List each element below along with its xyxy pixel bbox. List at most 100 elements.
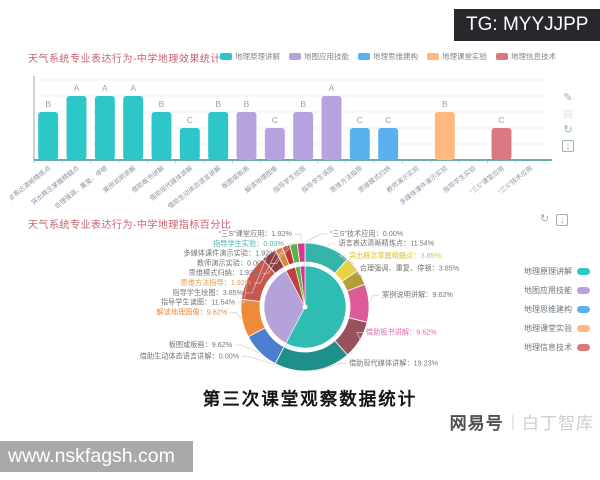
pie-slice-label: 语言表达清晰精炼点：11.54% [338,239,434,248]
tg-watermark: TG: MYYJJPP [454,9,600,41]
bar[interactable] [208,112,229,160]
bar-grade-label: B [244,99,250,109]
bar-grade-label: C [498,115,504,125]
bar[interactable] [179,128,200,160]
pie-slice-label: 借助现代媒体讲解：19.23% [349,358,439,367]
bar-grade-label: B [442,99,448,109]
refresh-icon[interactable]: ↻ [563,124,573,136]
pie-inner-slice[interactable] [299,265,306,308]
legend-item[interactable]: 地理思维建构 [470,300,590,319]
legend-chip [289,53,301,60]
bar[interactable] [236,112,257,160]
legend-chip [496,53,508,60]
bar-grade-label: B [215,99,221,109]
bar[interactable] [264,128,285,160]
bar-grade-label: A [130,83,136,93]
pie-chart-legend: 地理原理讲解 地图应用技能地理思维建构 地理课堂实验地理信息技术 [470,262,590,357]
pie-inner-slice[interactable] [285,265,347,349]
pie-slice-label: 突出概念掌握精髓点：3.85% [349,251,442,260]
brand-divider: | [510,411,515,431]
bar-grade-label: B [300,99,306,109]
legend-item[interactable]: 地理信息技术 [470,338,590,357]
pie-slice[interactable] [296,242,306,263]
legend-item[interactable]: 地图应用技能 [470,281,590,300]
brand-watermark: 网易号 | 白丁智库 [450,409,594,434]
pie-slice-label: 指导学生绘图：3.85% [172,288,243,297]
legend-chip [577,287,590,294]
bar-x-label: 借助生动体态语言讲解 [166,163,223,210]
pie-slice-label: 思维模式归纳：1.92% [189,268,260,277]
legend-chip [220,53,232,60]
bar[interactable] [349,128,370,160]
bar[interactable] [151,112,172,160]
bar-x-label: 多媒体课件演示实验 [397,163,449,206]
edit-icon[interactable]: ✎ [563,92,573,104]
bar-chart-toolbox: ✎ ▤ ↻ ↓ [562,92,574,152]
data-view-icon[interactable]: ▤ [562,108,574,120]
legend-chip [577,306,590,313]
pie-slice-label: 借助生动体态语言讲解：0.00% [140,351,240,360]
bar-grade-label: B [159,99,165,109]
legend-item[interactable]: 地理课堂实验 [470,319,590,338]
pie-slice-label: 合理强调、重复、停顿：3.85% [360,264,460,273]
bar[interactable] [66,96,87,160]
pie-inner-slice[interactable] [263,270,306,344]
refresh-icon[interactable]: ↻ [540,213,550,225]
bar[interactable] [293,112,314,160]
legend-label: 地理思维建构 [373,52,418,61]
pie-chart-canvas[interactable]: “三S”技术应用：0.00%语言表达清晰精炼点：11.54% 突出概念掌握精髓点：… [10,228,558,412]
bar-grade-label: B [45,99,51,109]
legend-item[interactable]: 地理课堂实验 [427,51,487,62]
bar[interactable] [38,112,59,160]
bar[interactable] [434,112,455,160]
save-image-icon[interactable]: ↓ [556,213,569,226]
bar[interactable] [378,128,399,160]
bar-chart-legend: 地理原理讲解 地图应用技能 地理思维建构 地理课堂实验 地理信息技术 [220,51,556,62]
bar-grade-label: C [272,115,278,125]
legend-label: 地图应用技能 [524,286,572,295]
bar-chart-canvas[interactable]: B语言表达清晰精炼点A突出概念掌握精髓点A合理强调、重复、停顿A案例说明讲解B借… [10,68,558,218]
legend-label: 地理原理讲解 [524,267,572,276]
save-image-icon[interactable]: ↓ [562,140,574,152]
legend-label: 地理信息技术 [524,343,572,352]
pie-chart-title: 天气系统专业表达行为-中学地理指标百分比 [28,220,232,231]
legend-label: 地理信息技术 [511,52,556,61]
bar[interactable] [321,96,342,160]
bar-grade-label: A [329,83,335,93]
bar-grade-label: C [187,115,193,125]
legend-item[interactable]: 地理原理讲解 [220,51,280,62]
bar-grade-label: C [385,115,391,125]
pie-slice-label: “三S”课堂应用：1.92% [219,229,293,238]
legend-label: 地理课堂实验 [442,52,487,61]
bar[interactable] [123,96,144,160]
pie-slice-label: 案例说明讲解：9.62% [382,290,453,299]
legend-label: 地图应用技能 [304,52,349,61]
site-watermark: www.nskfagsh.com [0,441,193,472]
caption: 第三次课堂观察数据统计 [202,389,418,409]
legend-item[interactable]: 地图应用技能 [289,51,349,62]
pie-slice-label: 多媒体课件演示实验：1.92% [183,249,276,258]
pie-slice[interactable] [346,283,370,323]
legend-item[interactable]: 地理思维建构 [358,51,418,62]
pie-slice-label: 解读地理图像：9.62% [156,307,227,316]
legend-item[interactable]: 地理原理讲解 [470,262,590,281]
brand-secondary: 白丁智库 [522,414,594,433]
pie-slice-label: 指导学生读图：11.54% [161,298,236,307]
legend-chip [427,53,439,60]
pie-slice-label: 思维方法指导：1.92% [181,278,252,287]
bar-x-label: 合理强调、重复、停顿 [52,163,109,210]
bar[interactable] [94,96,115,160]
pie-slice-label: “三S”技术应用：0.00% [330,229,404,238]
legend-chip [577,344,590,351]
pie-slice-label: 借助板书讲解：9.62% [366,328,437,337]
legend-item[interactable]: 地理信息技术 [496,51,556,62]
bar-grade-label: A [74,83,80,93]
bar[interactable] [491,128,512,160]
legend-chip [577,325,590,332]
pie-slice-label: 板图或板画：9.62% [169,340,233,349]
pie-slice-label: 指导学生实验：0.00% [213,239,284,248]
bar-x-label: 突出概念掌握精髓点 [29,163,81,206]
bar-grade-label: C [357,115,363,125]
brand-primary: 网易号 [449,414,504,433]
